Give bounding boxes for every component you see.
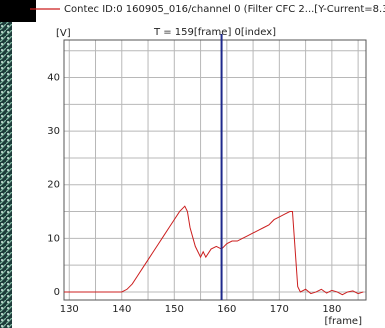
x-tick-label: 130 — [60, 304, 79, 315]
x-axis-label: [frame] — [325, 316, 363, 327]
x-tick-label: 140 — [112, 304, 131, 315]
x-tick-label: 160 — [217, 304, 236, 315]
cursor-label: T = 159[frame] 0[index] — [153, 27, 276, 38]
y-axis-label: [V] — [56, 28, 71, 39]
data-line — [64, 205, 364, 296]
y-tick-label: 20 — [47, 180, 60, 191]
plot-frame — [63, 39, 367, 301]
background-window — [0, 0, 36, 22]
legend-label: Contec ID:0 160905_016/channel 0 (Filter… — [64, 4, 385, 15]
x-tick-label: 170 — [270, 304, 289, 315]
y-tick-label: 30 — [47, 126, 60, 137]
y-tick-label: 0 — [54, 287, 60, 298]
y-tick-label: 10 — [47, 233, 60, 244]
background-window — [0, 22, 12, 328]
y-tick-label: 40 — [47, 73, 60, 84]
x-tick-label: 150 — [165, 304, 184, 315]
x-tick-label: 180 — [322, 304, 341, 315]
